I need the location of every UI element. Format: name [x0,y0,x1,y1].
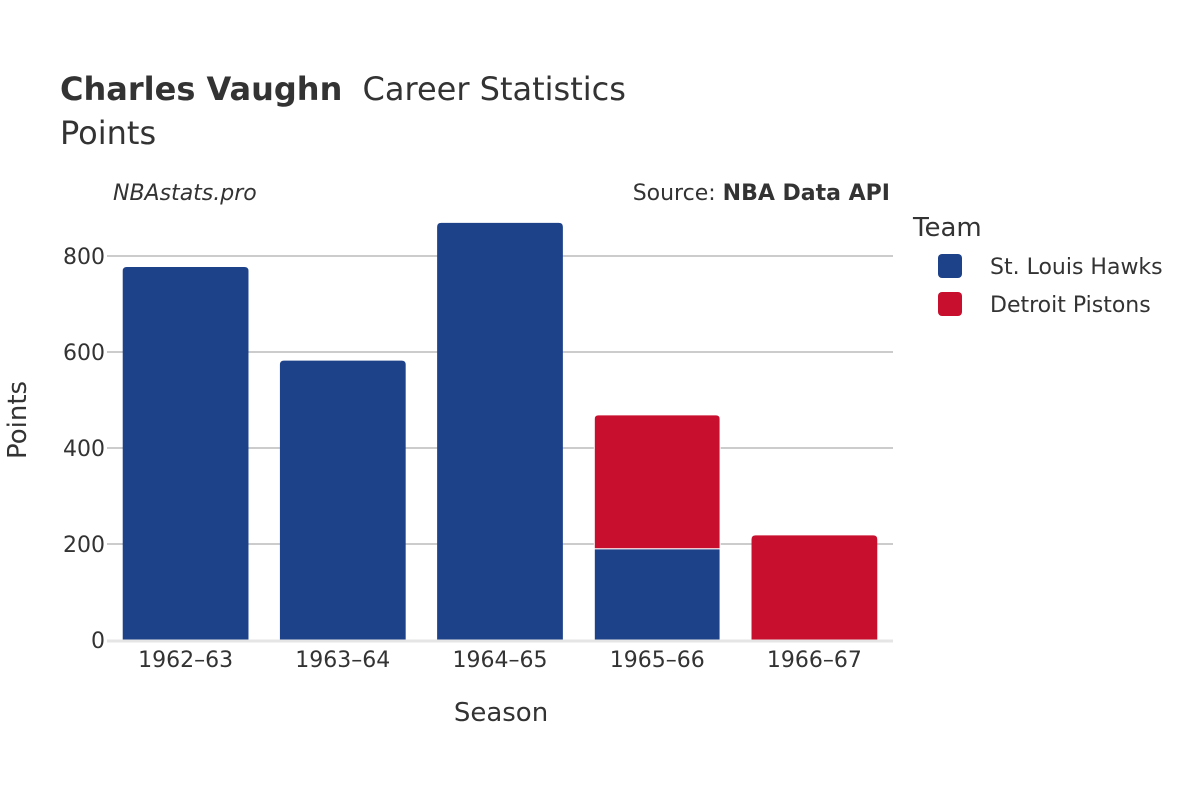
x-tick-label: 1963–64 [295,648,390,673]
y-tick-label: 200 [63,533,105,558]
source-name: NBA Data API [723,181,890,206]
x-axis-title: Season [454,698,548,728]
legend-label: St. Louis Hawks [990,255,1163,280]
legend-title: Team [912,213,982,243]
chart-title: Charles Vaughn Career Statistics [60,70,626,108]
x-tick-label: 1962–63 [138,648,233,673]
legend: Team St. Louis Hawks Detroit Pistons [912,213,1163,318]
source-label: Source: NBA Data API [633,181,890,206]
chart-title-bold: Charles Vaughn [60,70,342,108]
y-tick-label: 800 [63,245,105,270]
y-axis-title: Points [3,381,33,459]
legend-swatch [938,292,962,316]
legend-label: Detroit Pistons [990,293,1151,318]
watermark: NBAstats.pro [113,181,257,206]
legend-items: St. Louis Hawks Detroit Pistons [938,254,1163,318]
legend-swatch [938,254,962,278]
x-tick-label: 1965–66 [610,648,705,673]
bar-st-louis-hawks-1962–63 [122,267,249,640]
source-prefix: Source: [633,181,723,206]
y-tick-label: 0 [91,629,105,654]
y-tick-label: 400 [63,437,105,462]
bars-layer [122,222,878,641]
x-tick-label: 1964–65 [453,648,548,673]
x-tick-label: 1966–67 [767,648,862,673]
chart-subtitle: Points [60,114,156,152]
axis-layer: 0 200 400 600 800 1962–63 1963–64 1964–65 1965–6… [63,245,893,673]
bar-st-louis-hawks-1964–65 [437,222,563,640]
y-tick-label: 600 [63,341,105,366]
bar-st-louis-hawks-1963–64 [279,360,406,640]
chart-title-rest: Career Statistics [363,70,626,108]
bar-st-louis-hawks-1965–66 [593,548,721,641]
bar-detroit-pistons-1965–66 [593,414,721,550]
bar-detroit-pistons-1966–67 [751,535,878,640]
